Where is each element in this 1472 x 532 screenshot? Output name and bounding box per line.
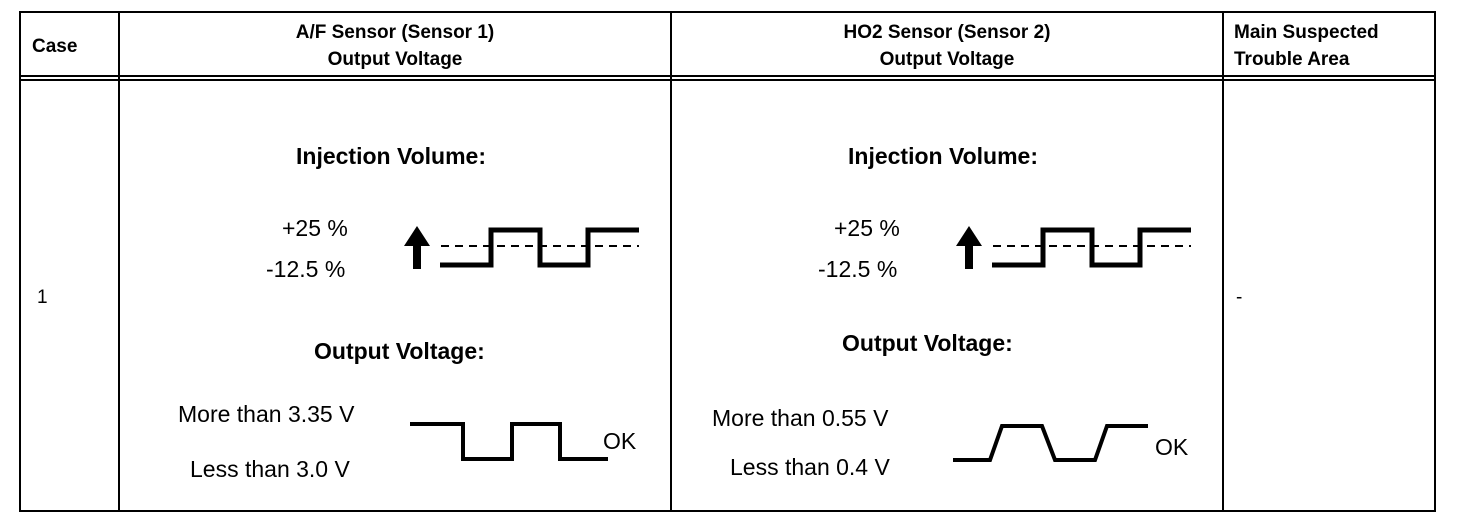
column-divider xyxy=(1222,13,1224,510)
trouble-area-value: - xyxy=(1236,287,1243,308)
case-number: 1 xyxy=(37,287,48,308)
header-ho2-sensor: HO2 Sensor (Sensor 2) Output Voltage xyxy=(843,22,1051,70)
header-rule xyxy=(21,79,1434,81)
ho2-injection-low-label: -12.5 % xyxy=(818,256,898,282)
af-result: OK xyxy=(603,428,637,454)
ho2-injection-high-label: +25 % xyxy=(834,215,900,241)
af-output-title: Output Voltage: xyxy=(314,338,485,364)
af-output-square-wave xyxy=(410,422,608,461)
up-arrow-icon xyxy=(404,226,430,246)
column-divider xyxy=(670,13,672,510)
af-output-high-label: More than 3.35 V xyxy=(178,401,355,427)
ho2-output-high-label: More than 0.55 V xyxy=(712,405,889,431)
column-divider xyxy=(118,13,120,510)
up-arrow-stem xyxy=(965,245,973,269)
up-arrow-stem xyxy=(413,245,421,269)
header-case: Case xyxy=(32,35,78,57)
af-output-waveform xyxy=(410,422,608,461)
header-trouble-area: Main Suspected Trouble Area xyxy=(1234,22,1379,70)
ho2-output-trapezoid-wave xyxy=(953,424,1148,462)
ho2-output-low-label: Less than 0.4 V xyxy=(730,454,890,480)
ho2-injection-waveform xyxy=(956,226,1191,269)
af-injection-title: Injection Volume: xyxy=(296,143,486,169)
af-injection-square-wave xyxy=(440,227,639,268)
header-rule xyxy=(21,75,1434,77)
up-arrow-icon xyxy=(956,226,982,246)
af-injection-waveform xyxy=(404,226,639,269)
diagnosis-table: Case A/F Sensor (Sensor 1) Output Voltage… xyxy=(19,11,1436,512)
af-output-low-label: Less than 3.0 V xyxy=(190,456,350,482)
ho2-injection-square-wave xyxy=(992,227,1191,268)
ho2-injection-title: Injection Volume: xyxy=(848,143,1038,169)
af-injection-high-label: +25 % xyxy=(282,215,348,241)
header-af-sensor: A/F Sensor (Sensor 1) Output Voltage xyxy=(295,22,495,70)
af-injection-low-label: -12.5 % xyxy=(266,256,346,282)
ho2-result: OK xyxy=(1155,434,1189,460)
ho2-output-waveform xyxy=(953,424,1148,462)
ho2-output-title: Output Voltage: xyxy=(842,330,1013,356)
